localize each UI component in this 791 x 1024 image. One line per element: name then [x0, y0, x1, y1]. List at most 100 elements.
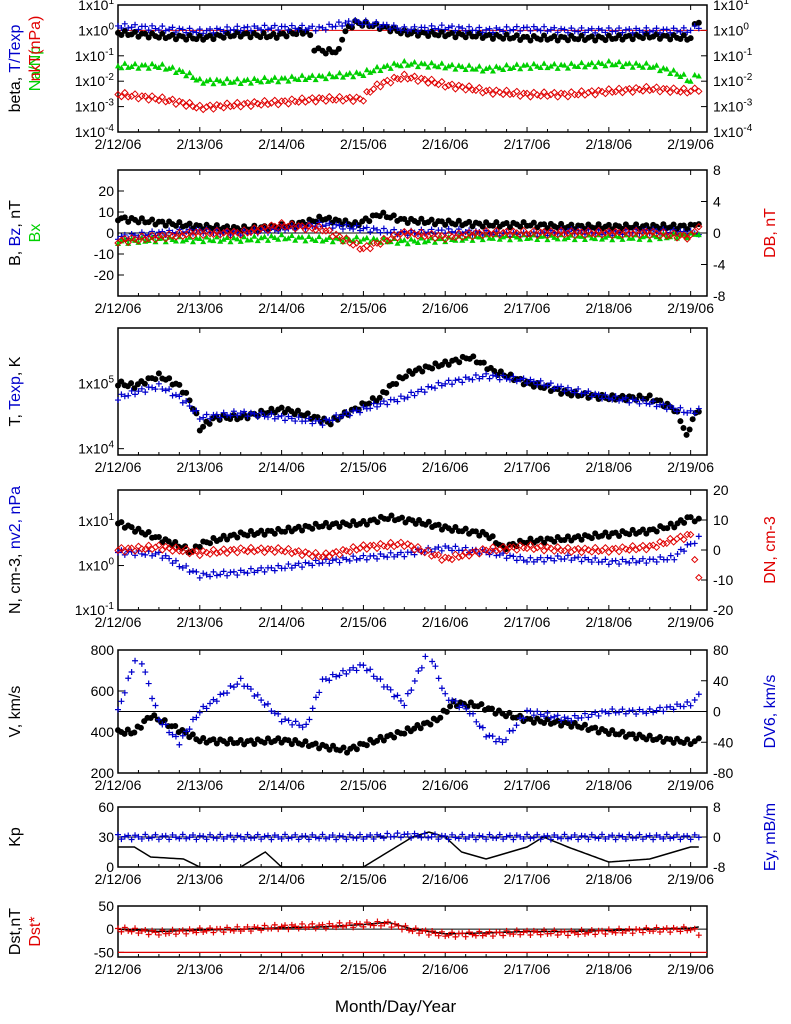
y2-tick-label: 0 — [713, 829, 721, 845]
data-point — [619, 236, 626, 242]
data-point — [479, 29, 486, 36]
data-point — [558, 25, 565, 32]
data-point — [402, 922, 409, 929]
data-point — [244, 831, 251, 838]
data-point — [445, 24, 452, 31]
data-point — [527, 931, 534, 938]
data-point — [155, 836, 162, 843]
data-point — [421, 232, 429, 241]
data-point — [289, 721, 296, 728]
data-point — [261, 739, 268, 746]
data-point — [230, 545, 238, 554]
data-point — [646, 832, 653, 839]
data-point — [455, 835, 462, 842]
data-point — [213, 572, 220, 579]
data-point — [374, 63, 381, 70]
data-point — [486, 375, 493, 382]
data-point — [588, 25, 595, 32]
data-point — [619, 396, 626, 403]
data-point — [633, 735, 640, 742]
data-point — [667, 929, 674, 936]
data-point — [493, 63, 500, 69]
data-point — [568, 723, 575, 730]
data-point — [152, 831, 159, 838]
data-point — [244, 30, 251, 37]
data-point — [527, 535, 534, 542]
data-point — [595, 59, 602, 65]
data-point — [489, 35, 496, 42]
data-point — [166, 930, 173, 937]
data-point — [151, 95, 160, 103]
date-tick-label: 2/19/06 — [667, 459, 714, 475]
data-point — [199, 547, 207, 555]
data-point — [429, 928, 436, 935]
data-point — [449, 547, 456, 554]
data-point — [550, 547, 559, 555]
data-point — [151, 712, 158, 719]
data-point — [639, 836, 646, 843]
data-point — [251, 923, 258, 930]
data-point — [404, 75, 412, 83]
data-point — [568, 557, 575, 564]
data-point — [145, 231, 152, 238]
data-point — [264, 100, 272, 109]
data-point — [594, 226, 603, 235]
data-point — [121, 689, 128, 696]
data-point — [605, 221, 612, 228]
data-point — [489, 933, 496, 940]
data-point — [616, 709, 623, 716]
data-point — [237, 238, 244, 244]
data-point — [451, 233, 460, 242]
data-point — [251, 834, 258, 841]
data-point — [571, 231, 579, 240]
data-point — [687, 78, 694, 84]
data-point — [666, 88, 674, 97]
data-point — [298, 551, 306, 560]
data-point — [588, 831, 595, 838]
data-point — [551, 557, 558, 564]
data-point — [360, 923, 367, 930]
data-point — [210, 29, 217, 36]
data-point — [295, 414, 302, 421]
data-point — [664, 525, 671, 532]
data-point — [656, 704, 663, 711]
y2-tick-label: -80 — [713, 765, 733, 781]
data-point — [159, 23, 166, 30]
data-point — [691, 831, 698, 838]
data-point — [285, 926, 292, 933]
data-point — [241, 926, 248, 933]
date-tick-label: 2/14/06 — [258, 459, 305, 475]
data-point — [513, 378, 520, 385]
data-point — [183, 835, 190, 842]
data-point — [326, 21, 333, 28]
data-point — [155, 34, 162, 41]
data-point — [251, 233, 258, 239]
data-point — [444, 554, 453, 562]
data-point — [261, 531, 268, 538]
data-point — [468, 548, 477, 556]
data-point — [488, 705, 495, 712]
data-point — [432, 930, 439, 937]
data-point — [602, 234, 609, 240]
series-nkt-npa- — [114, 70, 703, 114]
data-point — [558, 835, 565, 842]
data-point — [125, 392, 132, 399]
data-point — [213, 76, 220, 83]
data-point — [500, 66, 507, 73]
data-point — [362, 17, 369, 24]
data-point — [258, 927, 265, 934]
data-point — [342, 28, 349, 35]
y2-tick-label: -8 — [713, 859, 726, 875]
data-point — [669, 229, 678, 237]
data-point — [292, 418, 299, 425]
data-point — [414, 388, 421, 395]
data-point — [383, 76, 391, 85]
data-point — [145, 528, 152, 535]
data-point — [132, 60, 139, 67]
data-point — [179, 927, 186, 934]
data-point — [449, 527, 456, 534]
data-point — [643, 400, 650, 407]
data-point — [425, 931, 432, 938]
data-point — [670, 25, 677, 32]
data-point — [335, 232, 344, 241]
